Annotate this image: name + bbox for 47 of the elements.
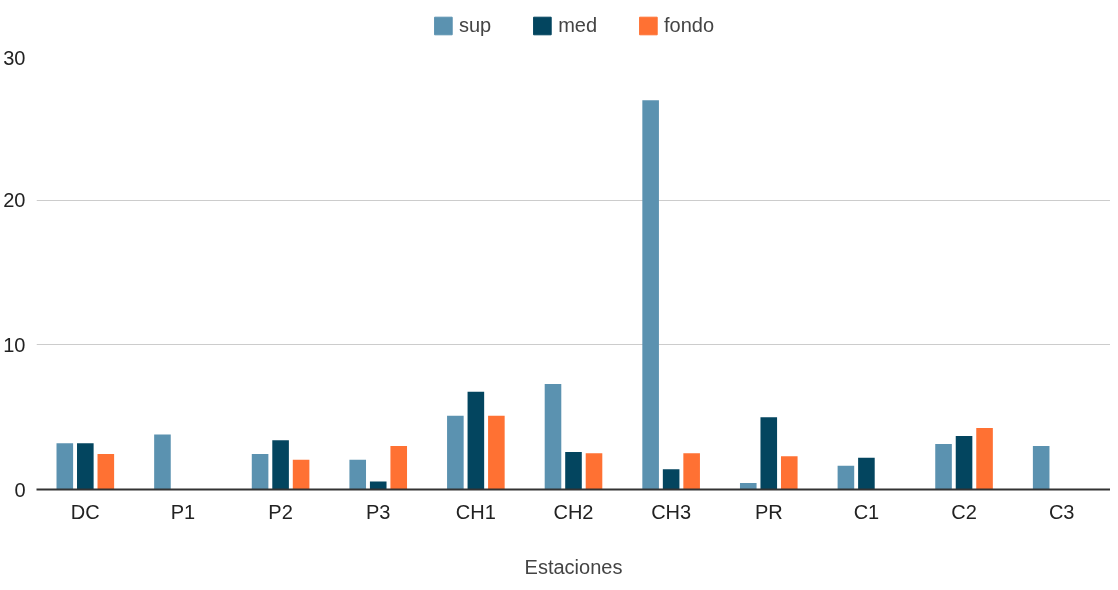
x-tick-label: P1 — [170, 500, 196, 523]
bar — [251, 454, 269, 490]
bar — [272, 440, 289, 490]
y-tick-label: 10 — [3, 333, 26, 356]
bar — [642, 100, 659, 490]
bar — [390, 446, 408, 490]
bar — [349, 459, 367, 490]
x-tick-label: PR — [754, 500, 783, 523]
bar — [292, 459, 310, 490]
legend-label: fondo — [664, 13, 715, 37]
x-tick-label: C3 — [1048, 500, 1075, 523]
x-tick-label: DC — [70, 500, 100, 523]
bar — [488, 415, 505, 490]
bar — [97, 454, 115, 490]
bar — [447, 415, 464, 490]
legend-label: sup — [458, 13, 492, 37]
x-tick-label: C1 — [853, 500, 880, 523]
bar — [935, 443, 952, 490]
bar — [955, 435, 973, 490]
x-tick-label: C2 — [951, 500, 977, 523]
bar — [662, 469, 680, 490]
x-axis-title: Estaciones — [524, 555, 623, 578]
y-tick-label: 30 — [3, 46, 26, 69]
bar — [739, 482, 757, 490]
bar — [760, 417, 778, 490]
y-tick-label: 0 — [14, 478, 26, 501]
x-tick-label: CH2 — [553, 500, 594, 523]
bar — [77, 443, 94, 490]
y-tick-label: 20 — [3, 189, 26, 212]
x-tick-label: P3 — [366, 500, 391, 523]
bar — [467, 391, 485, 490]
x-tick-label: P2 — [268, 500, 293, 523]
bar — [858, 457, 875, 490]
bar — [544, 383, 562, 490]
bar — [837, 465, 855, 490]
bar — [56, 443, 74, 490]
x-tick-label: CH1 — [455, 500, 496, 523]
bar — [369, 481, 387, 490]
bar — [1032, 446, 1050, 490]
bar — [154, 434, 171, 490]
bar — [976, 428, 993, 490]
bar — [683, 453, 700, 490]
x-tick-label: CH3 — [651, 500, 692, 523]
bar — [585, 453, 603, 490]
bar — [565, 451, 582, 490]
bar — [780, 456, 798, 490]
legend-label: med — [558, 13, 598, 37]
